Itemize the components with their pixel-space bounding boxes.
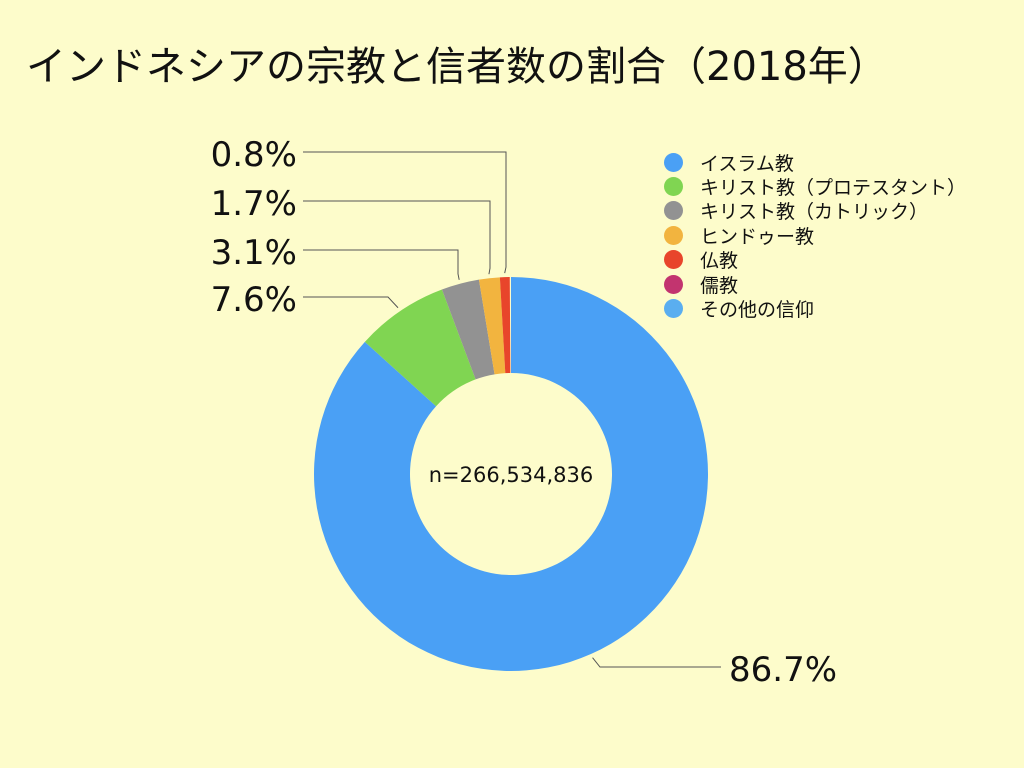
legend-swatch	[664, 250, 683, 270]
data-label-0: 86.7%	[729, 650, 837, 690]
data-label-3: 1.7%	[211, 184, 297, 224]
legend-item-3: ヒンドゥー教	[664, 223, 966, 248]
slice-4	[499, 277, 511, 374]
legend-label: その他の信仰	[700, 299, 815, 322]
legend-swatch	[664, 177, 683, 197]
legend-item-6: その他の信仰	[664, 296, 966, 322]
center-label: n=266,534,836	[429, 463, 594, 487]
data-label-1: 7.6%	[211, 280, 297, 320]
slice-1	[364, 289, 476, 407]
legend-item-2: キリスト教（カトリック）	[664, 199, 966, 223]
leader-line-3	[303, 200, 491, 275]
leader-line-0	[592, 657, 721, 668]
legend-swatch	[664, 201, 683, 221]
legend-label: キリスト教（カトリック）	[700, 201, 929, 224]
legend-label: キリスト教（プロテスタント）	[700, 177, 967, 200]
data-label-4: 0.8%	[211, 135, 297, 175]
legend-swatch	[664, 152, 683, 172]
legend-item-4: 仏教	[664, 248, 966, 272]
legend-label: ヒンドゥー教	[700, 225, 815, 248]
leader-line-4	[303, 151, 507, 274]
legend-swatch	[664, 225, 683, 245]
data-label-2: 3.1%	[211, 233, 297, 273]
legend-label: 儒教	[700, 274, 739, 297]
legend-item-1: キリスト教（プロテスタント）	[664, 174, 967, 200]
legend-item-5: 儒教	[664, 272, 966, 297]
legend-label: 仏教	[700, 250, 739, 273]
legend: イスラム教 キリスト教（プロテスタント） キリスト教（カトリック） ヒンドゥー教 仏教儒…	[664, 150, 966, 321]
legend-swatch	[664, 299, 683, 319]
chart-title: インドネシアの宗教と信者数の割合（2018年）	[26, 44, 888, 90]
slice-3	[478, 277, 506, 375]
legend-label: イスラム教	[700, 152, 794, 175]
slice-0	[313, 277, 708, 671]
slice-2	[441, 279, 495, 380]
legend-item-0: イスラム教	[664, 150, 966, 175]
leader-line-2	[303, 249, 460, 280]
leader-line-1	[303, 296, 399, 309]
legend-swatch	[664, 274, 683, 294]
